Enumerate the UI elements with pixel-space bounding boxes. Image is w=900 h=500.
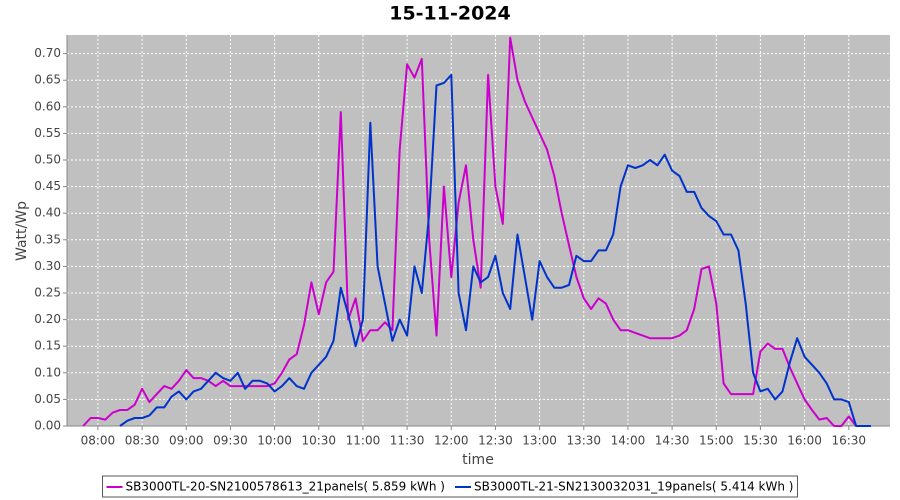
y-tick-label: 0.45 xyxy=(34,179,61,193)
x-tick-label: 14:00 xyxy=(611,434,646,448)
y-axis-label: Watt/Wp xyxy=(14,201,30,261)
legend-label: SB3000TL-20-SN2100578613_21panels( 5.859… xyxy=(126,480,445,494)
plot-area xyxy=(67,35,890,426)
y-tick-label: 0.30 xyxy=(34,259,61,273)
x-tick-label: 12:30 xyxy=(478,434,513,448)
x-tick-label: 13:00 xyxy=(522,434,557,448)
y-tick-label: 0.40 xyxy=(34,206,61,220)
y-tick-label: 0.10 xyxy=(34,365,61,379)
x-tick-label: 16:30 xyxy=(831,434,866,448)
y-tick-label: 0.50 xyxy=(34,153,61,167)
y-tick-label: 0.70 xyxy=(34,46,61,60)
x-tick-label: 15:30 xyxy=(743,434,778,448)
y-tick-label: 0.65 xyxy=(34,73,61,87)
y-tick-label: 0.55 xyxy=(34,126,61,140)
legend-label: SB3000TL-21-SN2130032031_19panels( 5.414… xyxy=(474,480,793,494)
x-tick-label: 12:00 xyxy=(434,434,469,448)
series-line xyxy=(82,36,857,427)
y-tick-label: 0.35 xyxy=(34,232,61,246)
x-tick-label: 15:00 xyxy=(699,434,734,448)
y-tick-label: 0.25 xyxy=(34,286,61,300)
legend-box xyxy=(102,475,798,498)
x-tick-label: 08:30 xyxy=(125,434,160,448)
y-tick-label: 0.05 xyxy=(34,392,61,406)
y-tick-label: 0.00 xyxy=(34,419,61,433)
x-tick-label: 11:00 xyxy=(346,434,381,448)
series-line xyxy=(119,73,871,427)
y-tick-label: 0.15 xyxy=(34,339,61,353)
x-tick-label: 09:30 xyxy=(213,434,248,448)
x-tick-label: 10:30 xyxy=(301,434,336,448)
legend: SB3000TL-20-SN2100578613_21panels( 5.859… xyxy=(102,475,798,498)
x-tick-label: 13:30 xyxy=(566,434,601,448)
x-tick-label: 11:30 xyxy=(390,434,425,448)
y-tick-label: 0.60 xyxy=(34,99,61,113)
x-tick-label: 16:00 xyxy=(787,434,822,448)
x-tick-label: 09:00 xyxy=(169,434,204,448)
x-axis-label: time xyxy=(462,452,494,468)
x-tick-label: 10:00 xyxy=(257,434,292,448)
chart-title: 15-11-2024 xyxy=(389,3,511,25)
y-tick-label: 0.20 xyxy=(34,312,61,326)
x-tick-label: 14:30 xyxy=(655,434,690,448)
x-tick-label: 08:00 xyxy=(81,434,116,448)
